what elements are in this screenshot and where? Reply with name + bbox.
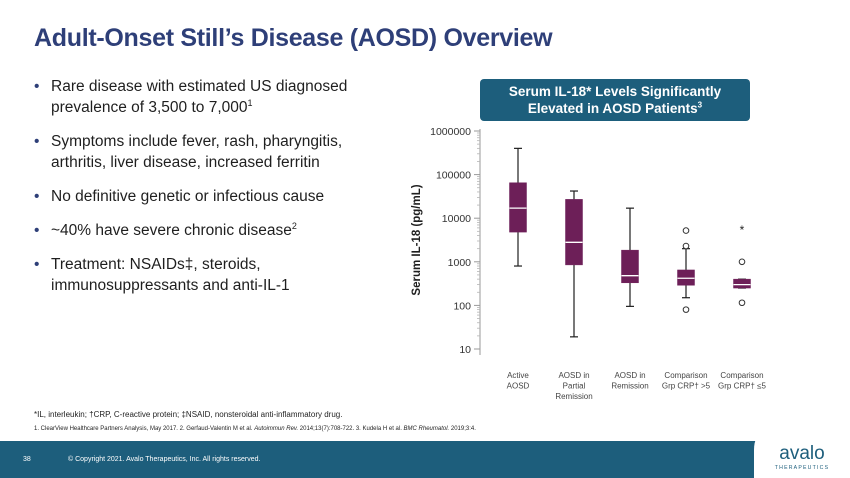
- chart-callout-banner: Serum IL-18* Levels Significantly Elevat…: [480, 79, 750, 121]
- y-tick-label: 1000000: [430, 126, 471, 138]
- box: [733, 278, 751, 289]
- bullet-list: • Rare disease with estimated US diagnose…: [34, 76, 379, 309]
- bullet-item: • Symptoms include fever, rash, pharyngit…: [34, 133, 343, 171]
- box: [565, 199, 583, 266]
- bullet-item: • Rare disease with estimated US diagnose…: [34, 78, 348, 116]
- x-category-label: Comparison: [664, 371, 707, 380]
- il18-box-plot: 1000000 100000 10000 1000 100 10 Serum IL-18 (…: [411, 126, 767, 401]
- x-category-label: AOSD in: [558, 371, 589, 380]
- x-category-label: Remission: [611, 382, 648, 391]
- logo-wordmark: avalo: [779, 443, 824, 464]
- outlier-point: [682, 242, 690, 250]
- x-category-label: Remission: [555, 392, 592, 401]
- x-category-label: Active: [507, 371, 529, 380]
- y-tick-label: 100: [453, 300, 471, 312]
- slide-title: Adult-Onset Still’s Disease (AOSD) Overv…: [34, 24, 553, 52]
- x-category-label: Grp CRP† ≤5: [718, 382, 767, 391]
- outlier-point: [682, 227, 690, 234]
- box: [509, 182, 527, 233]
- callout-line-2: Elevated in AOSD Patients3: [527, 100, 703, 116]
- avalo-logo: avalo THERAPEUTICS: [754, 428, 850, 478]
- bullet-item: • No definitive genetic or infectious cau…: [34, 188, 325, 205]
- callout-line-1: Serum IL-18* Levels Significantly: [508, 84, 722, 99]
- y-axis-label: Serum IL-18 (pg/mL): [411, 184, 423, 295]
- outlier-point: [738, 258, 746, 266]
- bullet-item: • ~40% have severe chronic disease2: [34, 220, 297, 239]
- x-category-label: Comparison: [720, 371, 763, 380]
- bullet-item: • Treatment: NSAIDs‡, steroids, immunosup…: [34, 256, 290, 294]
- bullet-dot-icon: •: [34, 222, 40, 239]
- x-category-label: Grp CRP† >5: [662, 382, 711, 391]
- significance-marker: *: [740, 223, 745, 237]
- references: 1. ClearView Healthcare Partners Analysi…: [34, 426, 476, 432]
- y-tick-label: 10: [459, 344, 471, 356]
- logo-subtext: THERAPEUTICS: [775, 465, 829, 471]
- y-tick-label: 10000: [442, 213, 471, 225]
- page-number: 38: [23, 456, 31, 463]
- bullet-superscript: 1: [247, 97, 253, 108]
- bullet-superscript: 2: [291, 220, 297, 231]
- box: [621, 249, 639, 284]
- x-category-label: Partial: [563, 382, 586, 391]
- callout-superscript: 3: [697, 100, 703, 110]
- y-tick-label: 1000: [448, 257, 472, 269]
- footer-bar: [0, 441, 850, 478]
- footnote: *IL, interleukin; †CRP, C-reactive prote…: [34, 410, 343, 419]
- copyright-text: © Copyright 2021. Avalo Therapeutics, In…: [68, 456, 261, 463]
- bullet-dot-icon: •: [34, 188, 40, 205]
- bullet-dot-icon: •: [34, 78, 40, 95]
- outlier-point: [682, 306, 690, 313]
- bullet-dot-icon: •: [34, 133, 40, 150]
- x-category-label: AOSD: [507, 382, 530, 391]
- y-tick-label: 100000: [436, 170, 471, 182]
- x-category-label: AOSD in: [614, 371, 645, 380]
- bullet-dot-icon: •: [34, 256, 40, 273]
- outlier-point: [738, 299, 746, 307]
